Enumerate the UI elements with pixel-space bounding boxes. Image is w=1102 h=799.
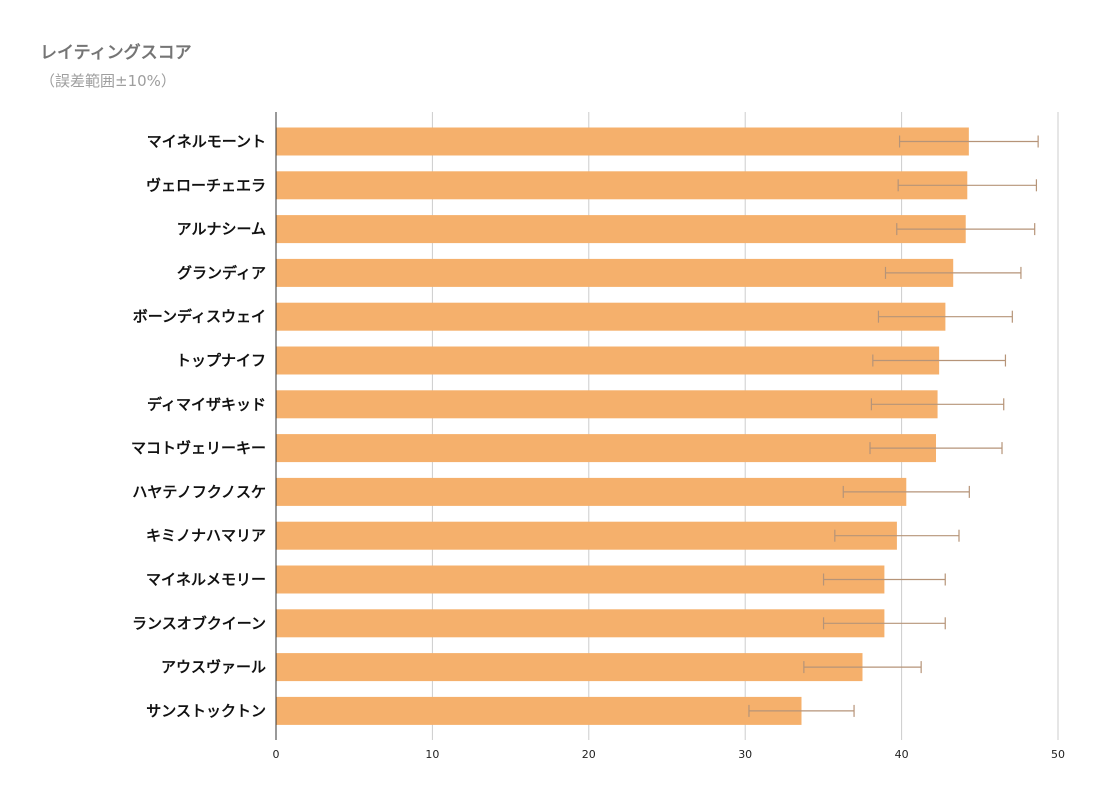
category-label: グランディア bbox=[177, 264, 266, 282]
category-label: アウスヴァール bbox=[161, 658, 266, 676]
bar bbox=[276, 696, 802, 725]
category-label: ディマイザキッド bbox=[147, 395, 266, 413]
bar bbox=[276, 434, 937, 463]
bar bbox=[276, 258, 954, 287]
chart-subtitle: （誤差範囲±10%） bbox=[40, 72, 176, 90]
bar bbox=[276, 609, 885, 638]
bar bbox=[276, 346, 940, 375]
bar bbox=[276, 302, 946, 331]
category-label: トップナイフ bbox=[176, 352, 266, 370]
x-tick-label: 30 bbox=[738, 748, 752, 761]
category-label: マコトヴェリーキー bbox=[131, 439, 266, 457]
bar bbox=[276, 171, 968, 200]
category-label: マイネルモーント bbox=[147, 133, 266, 151]
category-label: ヴェローチェエラ bbox=[146, 176, 266, 194]
chart-title: レイティングスコア bbox=[40, 43, 192, 63]
bar bbox=[276, 127, 969, 156]
x-tick-label: 40 bbox=[895, 748, 909, 761]
bar bbox=[276, 477, 907, 506]
category-label: サンストックトン bbox=[146, 702, 266, 720]
category-label: ハヤテノフクノスケ bbox=[132, 483, 266, 501]
category-label: マイネルメモリー bbox=[146, 571, 266, 589]
bar bbox=[276, 565, 885, 594]
bar bbox=[276, 390, 938, 419]
x-tick-label: 0 bbox=[273, 748, 280, 761]
x-tick-label: 50 bbox=[1051, 748, 1065, 761]
x-tick-label: 10 bbox=[425, 748, 439, 761]
category-label: ランスオブクイーン bbox=[132, 614, 266, 632]
category-label: アルナシーム bbox=[177, 220, 266, 238]
x-tick-label: 20 bbox=[582, 748, 596, 761]
bar bbox=[276, 215, 966, 244]
category-label: ボーンディスウェイ bbox=[133, 308, 266, 326]
category-label: キミノナハマリア bbox=[146, 527, 266, 545]
bar bbox=[276, 521, 897, 550]
bar bbox=[276, 653, 863, 682]
